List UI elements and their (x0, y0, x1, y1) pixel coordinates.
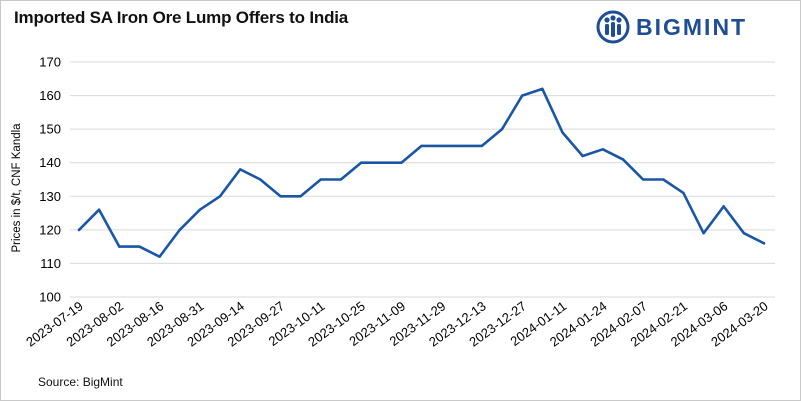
data-point (420, 144, 423, 148)
brand-logo: BIGMINT (596, 10, 766, 44)
y-tick-label: 170 (39, 55, 61, 70)
data-point (722, 205, 725, 208)
brand-name: BIGMINT (636, 14, 748, 40)
grid-lines (70, 61, 775, 298)
data-point (440, 144, 443, 148)
data-point (77, 228, 81, 232)
chart-title: Imported SA Iron Ore Lump Offers to Indi… (14, 8, 349, 27)
data-point (641, 178, 645, 181)
y-axis-label: Prices in $/t, CNF Kandla (11, 123, 23, 253)
data-point (762, 242, 766, 245)
data-point (299, 195, 302, 198)
data-point (400, 161, 403, 164)
data-point (480, 144, 484, 148)
data-point (359, 161, 363, 164)
y-tick-label: 100 (39, 290, 61, 305)
data-point (682, 191, 685, 195)
data-point (621, 158, 625, 161)
bigmint-logo-icon (596, 10, 630, 44)
y-tick-label: 160 (39, 88, 61, 103)
data-point (138, 245, 141, 248)
data-point (702, 232, 705, 235)
y-tick-label: 110 (40, 256, 61, 271)
data-point (339, 178, 343, 181)
y-tick-label: 130 (39, 189, 61, 204)
data-point (319, 178, 322, 181)
data-point (238, 168, 242, 171)
data-point (259, 178, 262, 181)
data-point (521, 94, 524, 97)
data-point (460, 144, 463, 148)
data-point (198, 208, 202, 211)
data-point (279, 195, 282, 198)
y-tick-label: 120 (39, 222, 61, 237)
data-point (118, 245, 121, 248)
price-series-line (77, 87, 766, 259)
data-point (500, 127, 504, 131)
y-tick-label: 140 (39, 155, 61, 170)
data-point (561, 131, 564, 134)
data-point (97, 208, 101, 211)
data-point (218, 195, 222, 198)
data-point (158, 255, 161, 258)
data-point (581, 154, 584, 158)
data-point (742, 232, 746, 235)
y-tick-label: 150 (39, 122, 61, 137)
x-axis-ticks: 2023-07-192023-08-022023-08-162023-08-31… (23, 298, 771, 349)
series-group (77, 87, 766, 259)
source-note: Source: BigMint (38, 375, 123, 389)
data-point (178, 228, 181, 232)
data-point (380, 161, 383, 164)
y-axis-ticks: 100 110 120 130 140 150 160 170 (39, 55, 61, 305)
data-point (541, 87, 544, 91)
data-point (662, 178, 665, 181)
data-point (601, 148, 605, 151)
